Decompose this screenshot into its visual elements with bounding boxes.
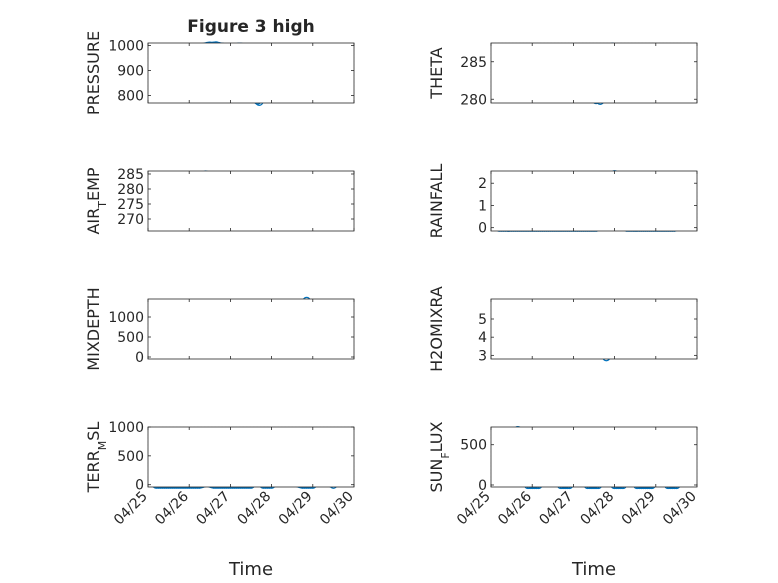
y-axis-label: RAINFALL [427, 164, 446, 239]
y-tick-label: 4 [478, 330, 487, 346]
y-tick-label: 3 [478, 348, 487, 364]
x-tick-label: 04/25 [454, 489, 494, 529]
x-tick-label: 04/28 [235, 489, 275, 529]
subplot-4: 0 1 2 RAINFALL [427, 164, 698, 239]
y-tick-label: 2 [478, 176, 487, 192]
y-axis-label: AIRTEMP [84, 167, 109, 234]
x-tick-label: 04/30 [660, 489, 700, 529]
y-tick-label: 900 [117, 64, 144, 80]
y-axis-label: TERRMSL [84, 422, 109, 494]
y-tick-label: 280 [117, 182, 144, 198]
y-tick-label: 0 [135, 350, 144, 366]
axes-frame [490, 170, 698, 232]
x-tick-label: 04/25 [111, 489, 151, 529]
x-axis-label-right: Time [571, 559, 616, 580]
axes-frame [490, 298, 698, 360]
y-tick-label: 1000 [108, 420, 144, 436]
y-tick-label: 500 [117, 449, 144, 465]
y-tick-label: 1000 [108, 310, 144, 326]
subplot-1: 800 900 1000 PRESSURE [84, 31, 355, 115]
x-tick-label: 04/26 [495, 488, 535, 528]
y-tick-label: 800 [117, 89, 144, 105]
y-axis-label: H2OMIXRA [427, 286, 446, 372]
y-tick-label: 0 [478, 478, 487, 494]
x-tick-label: 04/29 [619, 489, 659, 529]
axes-frame [147, 42, 355, 104]
y-axis-label: SUNFLUX [427, 421, 452, 492]
x-tick-label: 04/30 [317, 489, 357, 529]
subplot-5: 0 500 1000 MIXDEPTH [84, 287, 355, 371]
y-tick-label: 500 [117, 330, 144, 346]
y-tick-label: 270 [117, 212, 144, 228]
subplot-2: 280 285 THETA [427, 42, 698, 108]
axes-frame [490, 426, 698, 488]
y-tick-label: 285 [117, 167, 144, 183]
y-tick-label: 500 [460, 438, 487, 454]
y-tick-label: 275 [117, 197, 144, 213]
y-tick-label: 1 [478, 198, 487, 214]
subplot-7: 0 500 1000 04/25 04/26 04/27 04/28 04/29 04/30 TE… [84, 420, 357, 528]
y-tick-label: 280 [460, 92, 487, 108]
axes-frame [147, 298, 355, 360]
x-tick-label: 04/27 [536, 489, 576, 529]
y-axis-label: MIXDEPTH [84, 287, 103, 370]
x-tick-label: 04/29 [276, 489, 316, 529]
y-tick-label: 0 [478, 221, 487, 237]
y-tick-label: 0 [135, 478, 144, 494]
y-axis-label: PRESSURE [84, 31, 103, 115]
y-tick-label: 5 [478, 312, 487, 328]
axes-frame [490, 42, 698, 104]
x-axis-label-left: Time [228, 559, 273, 580]
subplot-6: 3 4 5 H2OMIXRA [427, 286, 698, 372]
x-tick-label: 04/27 [193, 489, 233, 529]
x-tick-label: 04/26 [152, 488, 192, 528]
axes-frame [147, 170, 355, 232]
figure-title: Figure 3 high [187, 17, 315, 37]
x-tick-label: 04/28 [578, 489, 618, 529]
subplot-8: 0 500 04/25 04/26 04/27 04/28 04/29 04/30 SUNFLU… [427, 421, 700, 528]
y-axis-label: THETA [427, 47, 446, 99]
y-tick-label: 285 [460, 55, 487, 71]
axes-frame [147, 426, 355, 488]
y-tick-label: 1000 [108, 39, 144, 55]
